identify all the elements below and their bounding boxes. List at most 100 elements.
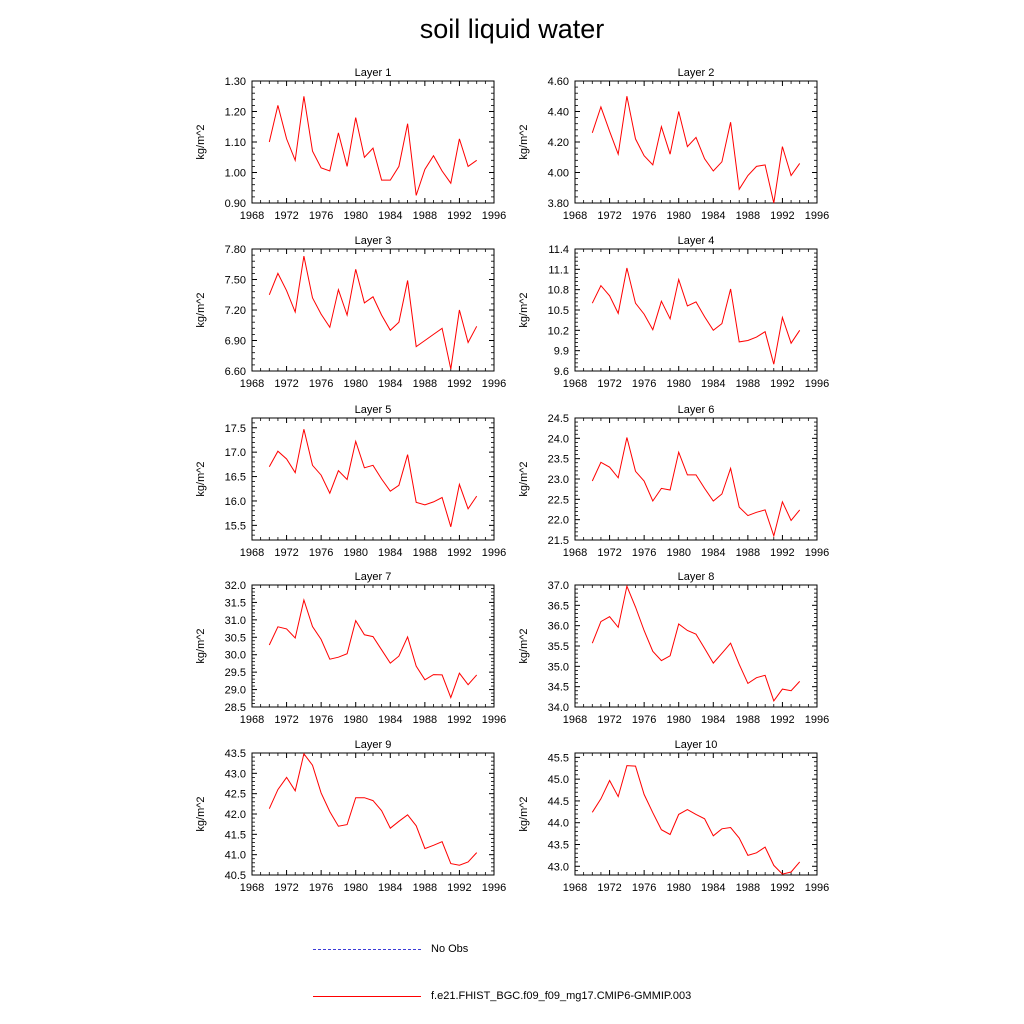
- panel-title: Layer 7: [355, 571, 392, 583]
- x-tick-label: 1976: [632, 714, 656, 726]
- y-tick-label: 11.4: [548, 244, 569, 256]
- x-tick-label: 1968: [563, 714, 587, 726]
- y-tick-label: 16.0: [225, 496, 246, 508]
- x-tick-label: 1992: [447, 882, 471, 894]
- x-tick-label: 1980: [666, 714, 690, 726]
- x-tick-label: 1968: [563, 378, 587, 390]
- x-tick-label: 1988: [413, 547, 437, 559]
- y-tick-label: 44.0: [548, 818, 569, 830]
- y-tick-label: 42.0: [225, 809, 246, 821]
- y-tick-label: 7.20: [225, 305, 246, 317]
- x-tick-label: 1968: [563, 882, 587, 894]
- x-tick-label: 1980: [666, 882, 690, 894]
- y-tick-label: 35.5: [548, 641, 569, 653]
- x-tick-label: 1996: [482, 378, 506, 390]
- y-tick-label: 15.5: [225, 520, 246, 532]
- x-tick-label: 1972: [274, 714, 298, 726]
- y-axis-label: kg/m^2: [518, 124, 530, 159]
- y-tick-label: 29.0: [225, 685, 246, 697]
- y-tick-label: 17.0: [225, 447, 246, 459]
- y-tick-label: 31.0: [225, 615, 246, 627]
- x-tick-label: 1980: [343, 210, 367, 222]
- series-line: [268, 255, 478, 370]
- plot-frame: [574, 584, 818, 708]
- panel-layer-7: Layer 7 kg/m^2 1968 1972 1976 1980 1984 1988 199…: [195, 571, 506, 726]
- x-tick-label: 1972: [597, 378, 621, 390]
- series-line: [591, 267, 801, 365]
- panel-title: Layer 3: [355, 235, 392, 247]
- y-tick-label: 1.30: [225, 76, 246, 88]
- x-tick-label: 1980: [666, 378, 690, 390]
- plot-frame: [574, 417, 818, 541]
- y-tick-label: 43.5: [225, 748, 246, 760]
- y-tick-label: 23.0: [548, 474, 569, 486]
- y-tick-label: 43.5: [548, 840, 569, 852]
- x-tick-label: 1984: [701, 547, 725, 559]
- x-tick-label: 1976: [309, 378, 333, 390]
- series-line: [268, 598, 478, 700]
- y-tick-label: 4.00: [548, 168, 569, 180]
- series-line: [591, 584, 801, 702]
- y-tick-label: 29.5: [225, 667, 246, 679]
- x-tick-label: 1972: [597, 547, 621, 559]
- y-tick-label: 4.20: [548, 137, 569, 149]
- y-axis-label: kg/m^2: [195, 796, 207, 831]
- x-tick-label: 1980: [343, 714, 367, 726]
- x-tick-label: 1976: [309, 714, 333, 726]
- y-tick-label: 11.1: [548, 264, 569, 276]
- y-axis-label: kg/m^2: [518, 628, 530, 663]
- legend-obs-line: [313, 949, 421, 950]
- y-tick-label: 10.5: [548, 305, 569, 317]
- x-tick-label: 1972: [274, 547, 298, 559]
- y-tick-label: 41.5: [225, 829, 246, 841]
- x-tick-label: 1996: [805, 714, 829, 726]
- x-tick-label: 1988: [413, 210, 437, 222]
- panel-layer-6: Layer 6 kg/m^2 1968 1972 1976 1980 1984 1988 199…: [518, 404, 829, 559]
- y-tick-label: 9.9: [554, 346, 569, 358]
- x-tick-label: 1992: [770, 547, 794, 559]
- x-tick-label: 1972: [597, 714, 621, 726]
- legend-model-line: [313, 996, 421, 997]
- y-tick-label: 43.0: [225, 768, 246, 780]
- y-tick-label: 1.10: [225, 137, 246, 149]
- plot-frame: [251, 248, 495, 372]
- y-tick-label: 45.0: [548, 774, 569, 786]
- panel-title: Layer 5: [355, 404, 392, 416]
- x-tick-label: 1984: [378, 714, 402, 726]
- panel-layer-3: Layer 3 kg/m^2 1968 1972 1976 1980 1984 1988 199…: [195, 235, 506, 390]
- x-tick-label: 1988: [413, 882, 437, 894]
- x-tick-label: 1972: [274, 378, 298, 390]
- x-tick-label: 1992: [447, 378, 471, 390]
- x-tick-label: 1984: [378, 378, 402, 390]
- x-tick-label: 1980: [343, 882, 367, 894]
- x-tick-label: 1976: [632, 210, 656, 222]
- plot-frame: [251, 417, 495, 541]
- x-tick-label: 1976: [309, 210, 333, 222]
- y-tick-label: 35.0: [548, 661, 569, 673]
- x-tick-label: 1972: [597, 882, 621, 894]
- panel-layer-1: Layer 1 kg/m^2 1968 1972 1976 1980 1984 1988 199…: [195, 67, 506, 222]
- x-tick-label: 1976: [632, 378, 656, 390]
- x-tick-label: 1984: [378, 210, 402, 222]
- panel-title: Layer 8: [678, 571, 715, 583]
- y-axis-label: kg/m^2: [195, 124, 207, 159]
- y-tick-label: 34.0: [548, 702, 569, 714]
- x-tick-label: 1968: [240, 714, 264, 726]
- x-tick-label: 1988: [413, 714, 437, 726]
- x-tick-label: 1968: [240, 378, 264, 390]
- y-tick-label: 16.5: [225, 472, 246, 484]
- y-tick-label: 36.5: [548, 600, 569, 612]
- y-tick-label: 9.6: [554, 366, 569, 378]
- x-tick-label: 1968: [240, 547, 264, 559]
- y-tick-label: 7.80: [225, 244, 246, 256]
- series-line: [268, 752, 478, 866]
- x-tick-label: 1996: [805, 378, 829, 390]
- panel-layer-10: Layer 10 kg/m^2 1968 1972 1976 1980 1984 1988 19…: [518, 739, 829, 894]
- y-tick-label: 23.5: [548, 454, 569, 466]
- y-tick-label: 30.5: [225, 632, 246, 644]
- y-tick-label: 10.2: [548, 325, 569, 337]
- series-line: [591, 765, 801, 875]
- y-tick-label: 21.5: [548, 535, 569, 547]
- x-tick-label: 1992: [770, 882, 794, 894]
- y-axis-label: kg/m^2: [195, 461, 207, 496]
